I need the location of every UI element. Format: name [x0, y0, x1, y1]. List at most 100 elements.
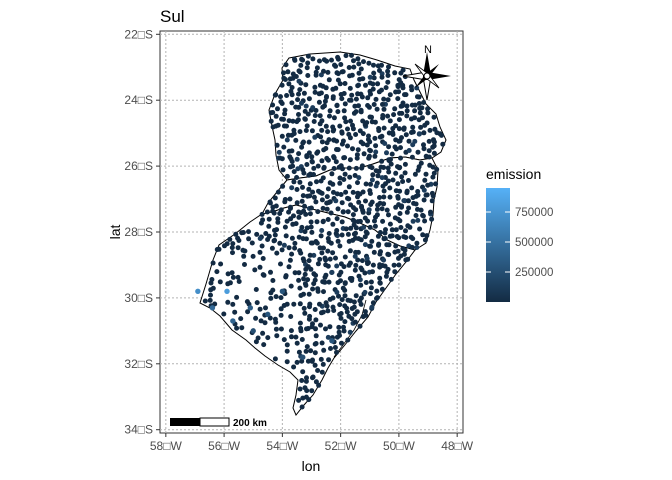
- legend-tick-label: 250000: [515, 267, 553, 279]
- emission-point: [214, 269, 220, 275]
- emission-point: [299, 144, 305, 150]
- emission-point: [311, 271, 317, 277]
- emission-point: [281, 75, 287, 81]
- emission-point: [310, 357, 315, 363]
- emission-point: [406, 198, 411, 204]
- emission-point: [317, 301, 322, 307]
- emission-point: [277, 240, 283, 246]
- emission-point: [291, 169, 297, 175]
- emission-point: [434, 130, 440, 136]
- emission-point: [301, 305, 307, 311]
- emission-point: [296, 277, 302, 283]
- emission-point: [324, 94, 329, 99]
- emission-point: [306, 186, 312, 192]
- emission-point: [366, 133, 371, 139]
- emission-point: [217, 279, 223, 285]
- y-axis-ticks: 22□S 24□S 26□S 28□S 30□S 32□S 34□S: [124, 27, 160, 437]
- emission-point: [353, 293, 359, 299]
- emission-point: [312, 89, 318, 95]
- emission-point: [259, 243, 265, 249]
- emission-point: [324, 58, 330, 64]
- emission-point: [357, 218, 363, 224]
- emission-point: [353, 96, 359, 102]
- emission-point: [409, 102, 415, 108]
- emission-point: [368, 279, 374, 285]
- emission-point: [359, 94, 365, 100]
- emission-point: [278, 207, 284, 213]
- emission-point: [352, 267, 358, 273]
- emission-point: [296, 397, 302, 403]
- emission-point: [329, 171, 335, 177]
- emission-point: [335, 206, 341, 212]
- emission-point: [310, 286, 316, 292]
- emission-point: [342, 254, 348, 260]
- emission-point: [296, 214, 302, 220]
- emission-point: [327, 113, 332, 119]
- emission-point: [312, 134, 318, 140]
- emission-point: [230, 241, 236, 247]
- emission-point: [346, 65, 352, 70]
- emission-point: [333, 159, 339, 165]
- emission-point: [397, 110, 403, 116]
- emission-point: [422, 237, 428, 243]
- x-tick-label: 50□W: [383, 439, 416, 453]
- emission-point: [345, 337, 351, 343]
- emission-point: [300, 184, 305, 190]
- emission-point: [230, 274, 236, 280]
- emission-point: [341, 91, 347, 96]
- emission-point: [381, 96, 387, 102]
- emission-point: [345, 231, 351, 237]
- emission-point: [291, 301, 297, 307]
- emission-point: [343, 189, 349, 195]
- emission-point: [303, 82, 309, 88]
- emission-point: [273, 203, 279, 209]
- legend-title: emission: [486, 166, 541, 182]
- emission-point: [299, 198, 305, 204]
- emission-point: [387, 185, 393, 191]
- emission-point: [398, 155, 403, 161]
- emission-point: [385, 113, 391, 119]
- emission-point: [343, 226, 349, 232]
- emission-point: [349, 92, 355, 98]
- emission-point: [339, 297, 345, 303]
- emission-point: [221, 311, 227, 317]
- emission-point: [305, 358, 311, 364]
- emission-point: [273, 113, 279, 119]
- emission-point: [313, 333, 319, 339]
- emission-point: [306, 258, 312, 264]
- emission-point: [340, 166, 345, 172]
- emission-point: [298, 62, 304, 68]
- emission-point: [356, 61, 362, 67]
- emission-point: [319, 250, 325, 256]
- emission-point: [400, 103, 405, 109]
- emission-point: [275, 219, 281, 225]
- emission-point: [294, 175, 300, 180]
- emission-point: [320, 309, 326, 315]
- emission-point: [347, 85, 353, 91]
- emission-point: [310, 240, 315, 246]
- emission-point: [286, 245, 292, 251]
- emission-point: [429, 216, 435, 222]
- lagoa-dos-patos-outline: [333, 299, 367, 358]
- emission-point: [260, 256, 266, 261]
- emission-point: [246, 229, 251, 235]
- emission-point: [333, 85, 339, 91]
- emission-point: [323, 300, 329, 306]
- emission-point: [345, 126, 350, 132]
- emission-point: [406, 138, 412, 144]
- emission-point: [347, 248, 353, 254]
- emission-point: [338, 192, 344, 197]
- emission-point: [264, 209, 270, 215]
- emission-point: [394, 234, 400, 239]
- emission-point: [355, 147, 361, 153]
- x-axis-ticks: 58□W 56□W 54□W 52□W 50□W 48□W: [150, 433, 474, 453]
- emission-point: [416, 164, 422, 170]
- emission-point: [369, 238, 375, 244]
- emission-point: [334, 263, 340, 269]
- emission-point: [274, 333, 280, 339]
- emission-point: [342, 293, 348, 299]
- emission-point: [325, 263, 331, 269]
- emission-point: [301, 139, 306, 145]
- emission-point: [270, 124, 276, 130]
- emission-point: [374, 288, 380, 294]
